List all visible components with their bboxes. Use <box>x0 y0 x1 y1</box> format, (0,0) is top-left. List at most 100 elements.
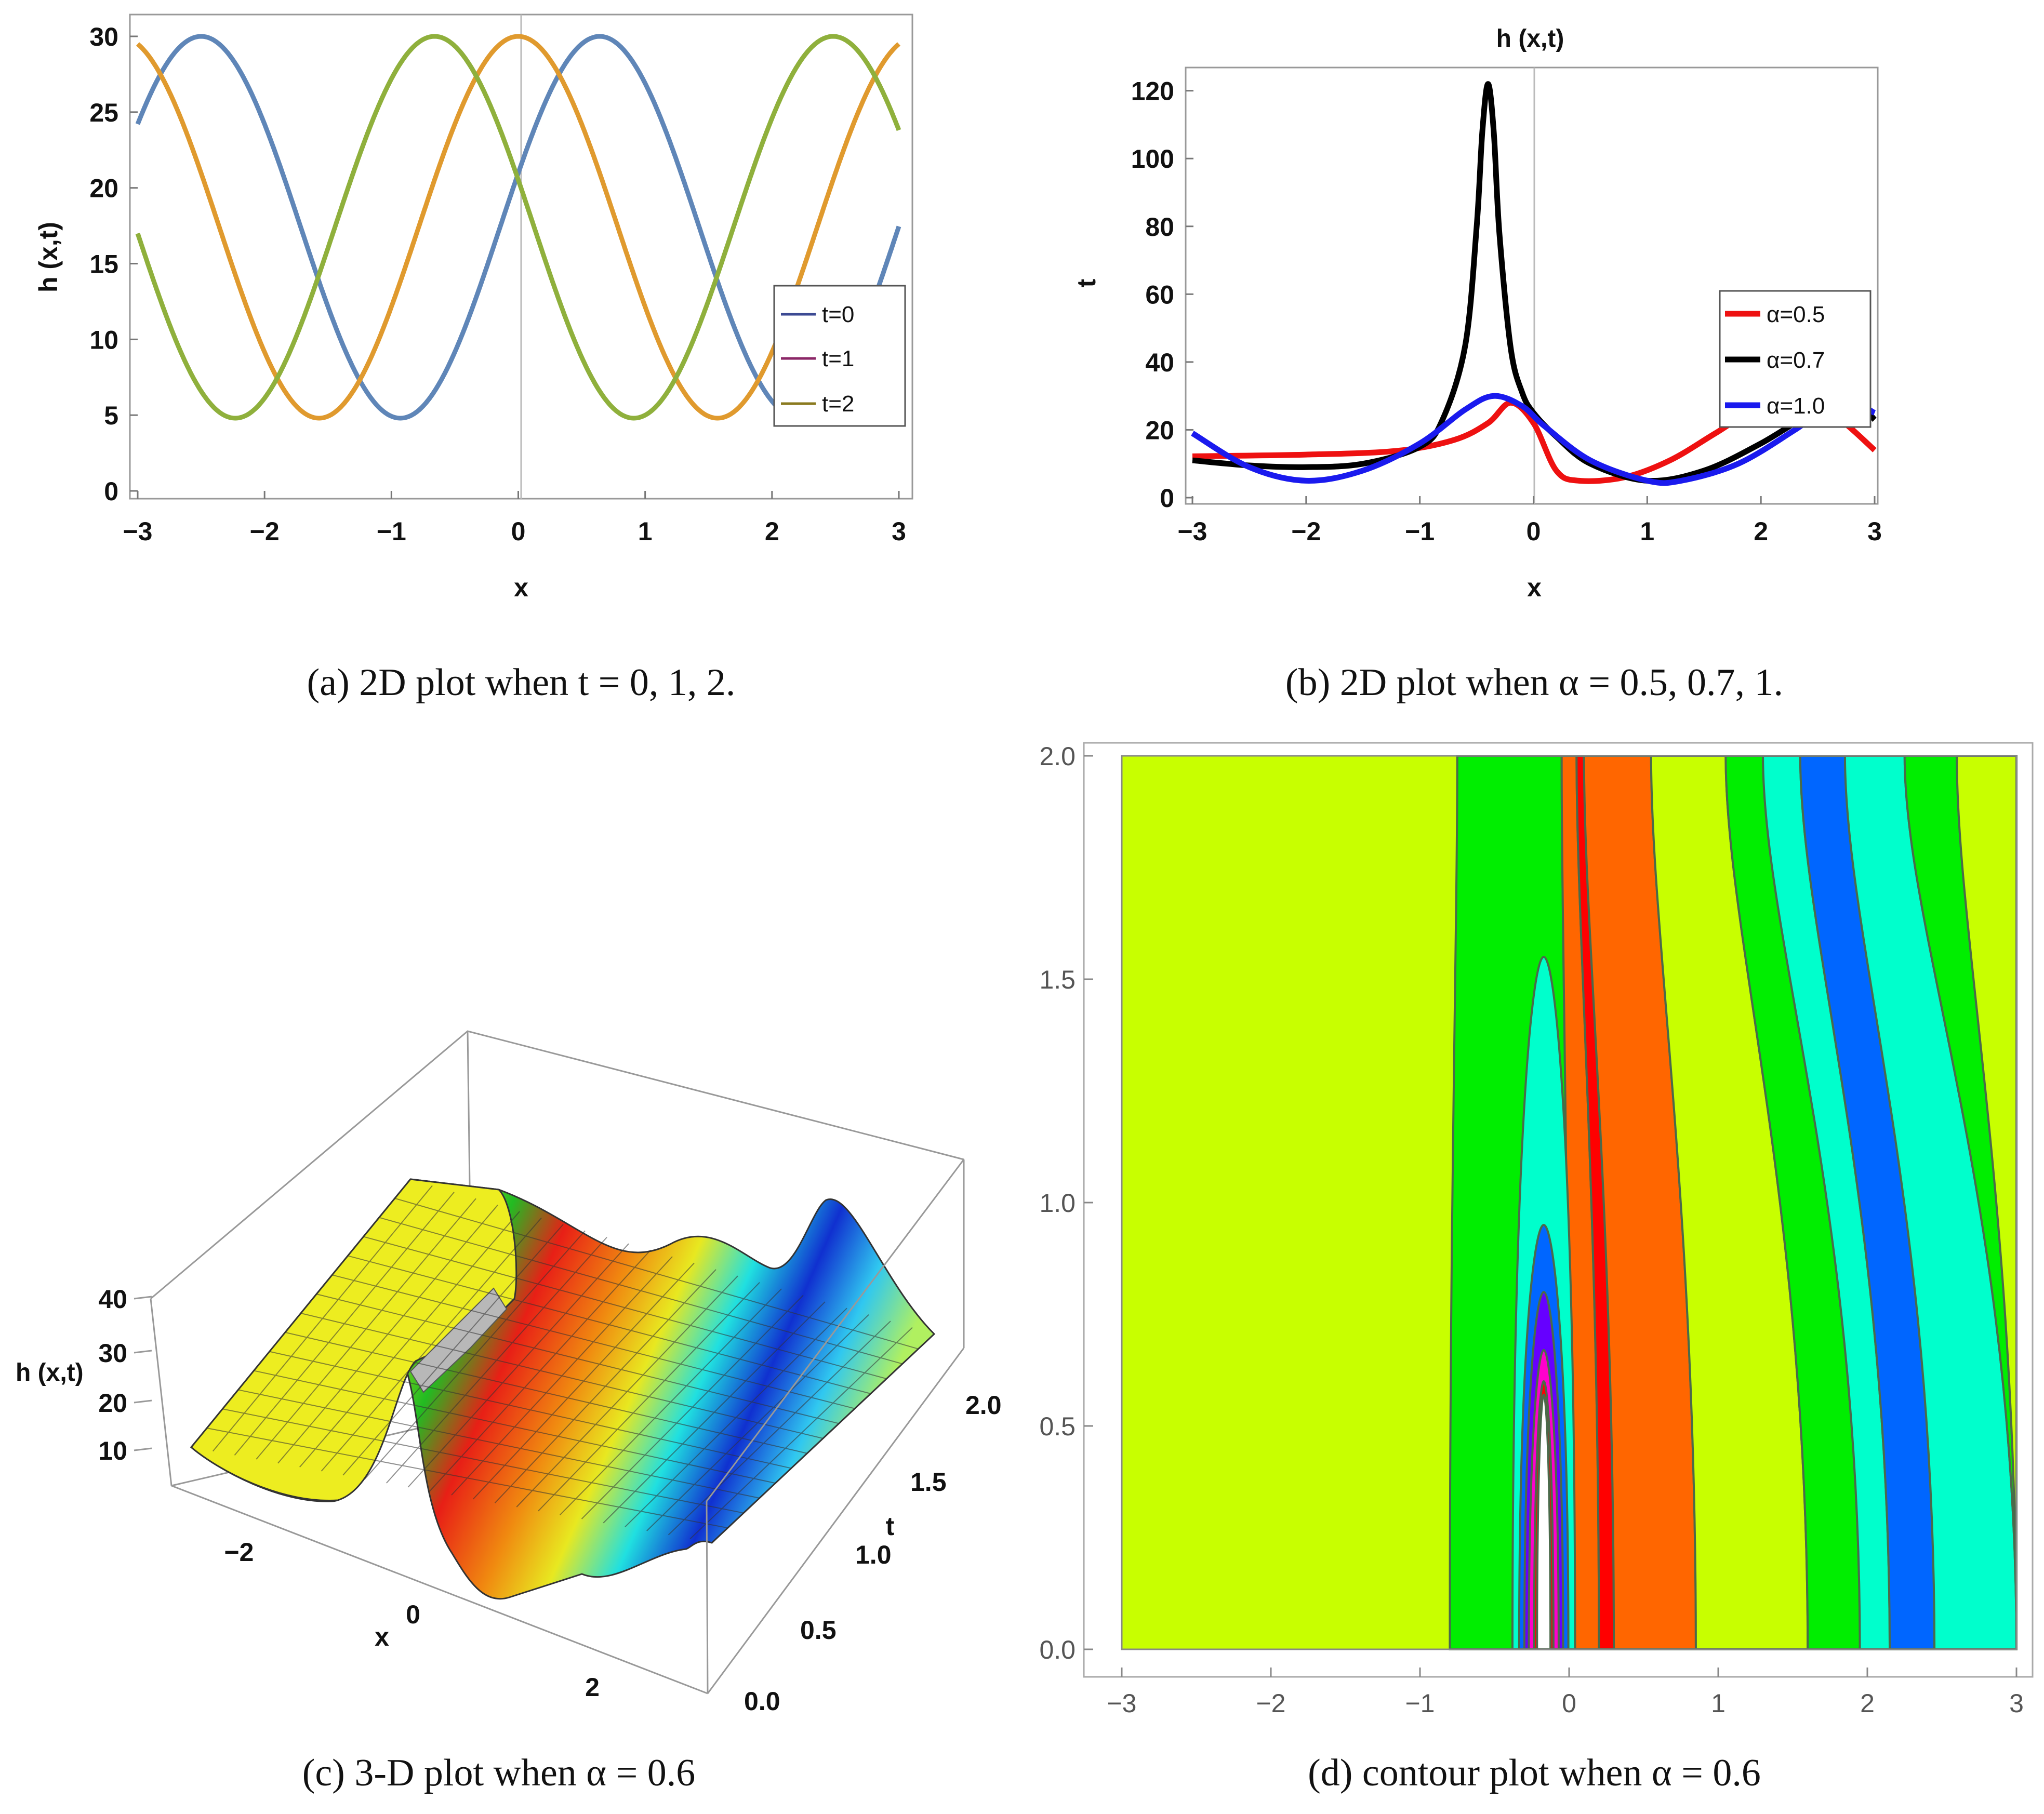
surface-cut-gap <box>409 1287 508 1393</box>
panel-a-x-ticks: −3 −2 −1 0 1 2 3 <box>123 491 906 546</box>
z-tick-mark <box>134 1350 152 1354</box>
mesh-line <box>668 1321 891 1536</box>
z-tick-label: 40 <box>98 1285 127 1314</box>
x-tick-label: 2 <box>1754 517 1768 546</box>
x-tick-label: −1 <box>377 517 406 546</box>
y-tick-label: 80 <box>1145 212 1174 242</box>
y-tick-label: 0 <box>104 477 118 506</box>
contour-plot-frame <box>1121 755 2018 1650</box>
y-tick-label: 10 <box>89 325 118 354</box>
panel-b: −3 −2 −1 0 1 2 3 0 20 40 60 80 100 120 h (x,t) x t α… <box>1072 25 1882 704</box>
y-tick-label: 60 <box>1145 280 1174 309</box>
series-line-t2 <box>135 34 901 421</box>
z-tick-mark <box>134 1296 152 1300</box>
legend-label-alpha10: α=1.0 <box>1767 393 1825 419</box>
y-tick-label: 100 <box>1131 144 1174 174</box>
legend-label-t0: t=0 <box>822 302 854 327</box>
x-tick-label: 2 <box>1860 1689 1875 1718</box>
x-tick-label: 1 <box>638 517 653 546</box>
y-tick-label: 1.5 <box>910 1468 947 1497</box>
mesh-line <box>386 1237 607 1484</box>
mesh-line <box>560 1288 782 1516</box>
x-tick-label: 0 <box>1527 517 1541 546</box>
z-tick-mark <box>134 1399 152 1404</box>
z-tick-label: 10 <box>98 1436 127 1465</box>
mesh-line <box>603 1301 826 1524</box>
x-tick-label: −2 <box>224 1538 254 1567</box>
y-tick-label: 25 <box>89 98 118 127</box>
x-tick-label: 0 <box>511 517 526 546</box>
x-tick-label: −2 <box>1291 517 1321 546</box>
mesh-line <box>256 1198 476 1460</box>
panel-d-x-ticks: −3 −2 −1 0 1 2 3 <box>1107 1668 2024 1718</box>
x-tick-label: −1 <box>1405 517 1435 546</box>
mesh-line <box>516 1275 738 1508</box>
y-tick-label: 1.0 <box>855 1540 892 1569</box>
panel-a-series-group <box>135 34 901 421</box>
z-tick-mark <box>134 1447 152 1451</box>
y-tick-label: 15 <box>89 250 118 279</box>
x-tick-label: 1 <box>1711 1689 1726 1718</box>
x-tick-label: 3 <box>1867 517 1882 546</box>
panel-b-x-label: x <box>1527 573 1542 602</box>
y-tick-label: 0.0 <box>744 1687 780 1716</box>
series-line-t1 <box>136 34 901 421</box>
legend-label-t2: t=2 <box>822 391 854 417</box>
y-tick-label: 2.0 <box>1039 742 1076 771</box>
z-tick-label: 30 <box>98 1339 127 1368</box>
x-tick-label: 1 <box>1640 517 1654 546</box>
panel-d-y-ticks: 0.0 0.5 1.0 1.5 2.0 <box>1039 742 1093 1664</box>
y-tick-label: 0.0 <box>1039 1635 1076 1664</box>
y-tick-label: 1.0 <box>1039 1189 1076 1218</box>
mesh-line <box>473 1262 695 1500</box>
panel-c-surface <box>190 1178 936 1600</box>
y-tick-label: 2.0 <box>965 1391 1002 1420</box>
x-tick-label: −3 <box>1107 1689 1136 1718</box>
panel-b-y-ticks: 0 20 40 60 80 100 120 <box>1131 77 1193 513</box>
panel-c-y-label: t <box>886 1512 895 1541</box>
panel-b-x-ticks: −3 −2 −1 0 1 2 3 <box>1177 496 1882 546</box>
surface-flat-region <box>190 1178 517 1502</box>
x-tick-label: −2 <box>250 517 280 546</box>
panel-a-caption: (a) 2D plot when t = 0, 1, 2. <box>307 661 736 704</box>
mesh-line <box>234 1192 455 1456</box>
panel-c-z-label: h (x,t) <box>16 1359 84 1386</box>
mesh-line <box>299 1211 520 1468</box>
x-tick-label: 0 <box>1562 1689 1576 1718</box>
x-tick-label: −3 <box>123 517 152 546</box>
mesh-line <box>646 1314 869 1531</box>
mesh-line <box>689 1327 913 1540</box>
x-tick-label: 3 <box>2009 1689 2024 1718</box>
x-tick-label: 2 <box>585 1673 600 1702</box>
mesh-line <box>364 1230 586 1479</box>
z-tick-label: 20 <box>98 1389 127 1418</box>
y-tick-label: 30 <box>89 22 118 51</box>
y-tick-label: 1.5 <box>1039 965 1076 994</box>
panel-b-title: h (x,t) <box>1496 25 1564 52</box>
panel-d-caption: (d) contour plot when α = 0.6 <box>1308 1752 1761 1794</box>
panel-c-y-ticks: 0.0 0.5 1.0 1.5 2.0 <box>744 1391 1002 1716</box>
mesh-line <box>581 1295 804 1519</box>
panel-a-y-label: h (x,t) <box>34 222 63 292</box>
y-tick-label: 0.5 <box>800 1616 837 1645</box>
mesh-line <box>277 1205 498 1464</box>
x-tick-label: −1 <box>1405 1689 1435 1718</box>
x-tick-label: 0 <box>406 1600 420 1629</box>
panel-b-y-label: t <box>1072 278 1101 287</box>
mesh-line <box>407 1243 629 1488</box>
mesh-line <box>625 1308 847 1528</box>
panel-c-x-label: x <box>375 1622 389 1651</box>
legend-label-alpha05: α=0.5 <box>1767 302 1825 327</box>
mesh-line <box>429 1249 651 1492</box>
surface-mesh <box>206 1185 919 1540</box>
y-tick-label: 0 <box>1160 484 1174 513</box>
panel-b-caption: (b) 2D plot when α = 0.5, 0.7, 1. <box>1285 661 1783 704</box>
panel-c-caption: (c) 3-D plot when α = 0.6 <box>302 1752 696 1794</box>
panel-b-legend: α=0.5 α=0.7 α=1.0 <box>1719 290 1872 428</box>
y-tick-label: 0.5 <box>1039 1412 1076 1441</box>
panel-c-z-ticks: 10 20 30 40 <box>98 1285 152 1465</box>
panel-c-box-front <box>150 1159 965 1695</box>
panel-a-y-ticks: 0 5 10 15 20 25 30 <box>89 22 138 506</box>
